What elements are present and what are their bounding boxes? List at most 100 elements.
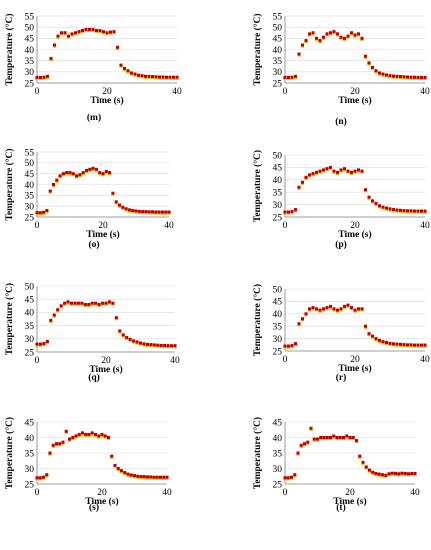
data-point (332, 169, 336, 173)
panel-caption: (m) (87, 112, 101, 123)
y-tick-label: 40 (273, 310, 283, 320)
data-point (315, 36, 318, 40)
data-point (357, 32, 360, 36)
y-tick-label: 25 (25, 79, 35, 89)
x-axis-label: Time (s) (85, 496, 118, 507)
y-tick-label: 30 (25, 202, 35, 212)
y-axis-label: Temperature (°C) (4, 283, 15, 355)
data-point (60, 31, 63, 35)
y-tick-label: 25 (25, 213, 35, 223)
data-point (128, 337, 132, 341)
data-point (381, 473, 384, 477)
data-point (83, 302, 87, 306)
y-tick-label: 45 (25, 35, 35, 45)
data-point (49, 56, 53, 60)
data-point (45, 473, 49, 477)
x-tick-label: 0 (35, 87, 40, 97)
data-point (97, 302, 101, 306)
data-point (342, 436, 345, 439)
data-point (116, 45, 119, 49)
data-point (311, 172, 315, 176)
data-point (94, 432, 97, 436)
data-point (42, 475, 45, 479)
data-point (94, 301, 98, 305)
data-point (316, 437, 319, 441)
y-tick-label: 45 (25, 170, 35, 180)
data-point (311, 31, 315, 35)
data-point (91, 27, 95, 31)
data-point (94, 167, 98, 171)
data-point (170, 344, 174, 348)
y-tick-label: 50 (25, 282, 35, 292)
data-point (303, 442, 306, 446)
y-tick-label: 35 (25, 57, 35, 67)
data-point (147, 74, 151, 78)
data-point (385, 341, 388, 345)
data-point (353, 169, 357, 173)
y-tick-label: 35 (273, 323, 283, 333)
y-tick-label: 40 (25, 181, 35, 191)
data-point (68, 171, 72, 175)
chart-panel-q: 25 30 35 40 45 50 0 20 40 Time (s) Temperature (°C… (4, 282, 180, 383)
y-tick-label: 45 (273, 298, 283, 308)
y-tick-label: 35 (273, 189, 283, 199)
data-point (58, 442, 62, 446)
x-tick-label: 0 (283, 87, 288, 97)
data-point (144, 74, 147, 78)
data-point (151, 210, 154, 214)
x-tick-label: 0 (283, 221, 288, 231)
data-point (416, 209, 420, 213)
data-point (149, 343, 153, 347)
data-point (98, 171, 102, 175)
data-point (136, 474, 140, 478)
data-point (87, 432, 91, 436)
data-point (332, 307, 336, 311)
data-point (154, 75, 158, 79)
y-tick-label: 30 (25, 335, 35, 345)
data-point (345, 434, 349, 438)
data-point (308, 173, 311, 177)
data-point (52, 183, 55, 186)
data-point (116, 467, 120, 470)
x-tick-label: 0 (35, 221, 40, 231)
data-point (131, 209, 135, 212)
data-point (371, 334, 374, 338)
data-point (58, 174, 62, 178)
data-point (112, 30, 116, 34)
data-point (318, 169, 322, 173)
data-point (322, 307, 325, 311)
data-point (133, 72, 137, 76)
data-point (378, 338, 381, 342)
data-point (409, 209, 413, 213)
data-point (394, 471, 397, 475)
data-point (409, 75, 413, 79)
data-point (420, 75, 423, 79)
data-point (388, 74, 392, 78)
data-point (107, 300, 111, 304)
x-tick-label: 0 (283, 355, 288, 365)
data-point (325, 32, 329, 36)
y-tick-label: 35 (25, 322, 35, 332)
data-point (367, 61, 371, 65)
x-tick-label: 20 (102, 87, 112, 97)
data-point (283, 476, 287, 480)
y-tick-label: 55 (25, 148, 35, 158)
data-point (175, 75, 179, 79)
x-tick-label: 40 (170, 356, 180, 366)
data-point (152, 343, 156, 347)
data-point (35, 476, 39, 480)
data-point (357, 168, 360, 172)
data-point (312, 437, 316, 441)
data-point (409, 343, 413, 347)
panel-caption: (n) (335, 116, 347, 127)
data-point (329, 31, 332, 35)
x-tick-label: 20 (97, 488, 107, 498)
data-point (107, 436, 110, 439)
data-point (84, 27, 88, 31)
x-axis-label: Time (s) (89, 364, 122, 375)
data-point (74, 31, 77, 35)
data-point (114, 200, 118, 204)
data-point (95, 29, 98, 33)
data-point (329, 165, 332, 169)
data-point (159, 343, 163, 347)
